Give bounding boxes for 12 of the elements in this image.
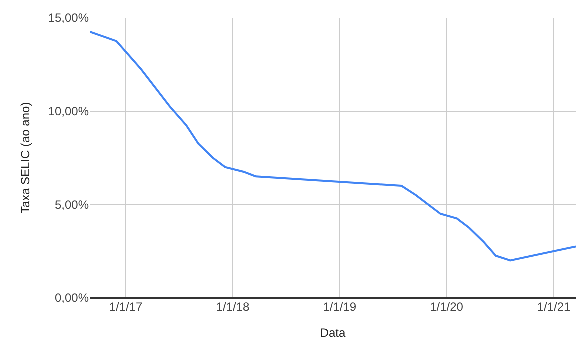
x-tick-label: 1/1/17 [109,300,144,314]
y-tick-label: 0,00% [54,291,90,306]
line-series [90,31,576,262]
x-axis-title: Data [320,326,346,340]
x-tick-label: 1/1/18 [216,300,250,314]
y-axis-title: Taxa SELIC (ao ano) [18,102,33,214]
y-tick-label: 10,00% [48,104,90,119]
y-tick-label: 15,00% [48,11,90,26]
x-tick-label: 1/1/19 [323,300,357,314]
y-tick-label: 5,00% [54,198,90,212]
x-tick-label: 1/1/21 [537,300,572,314]
x-tick-label: 1/1/20 [430,300,464,314]
